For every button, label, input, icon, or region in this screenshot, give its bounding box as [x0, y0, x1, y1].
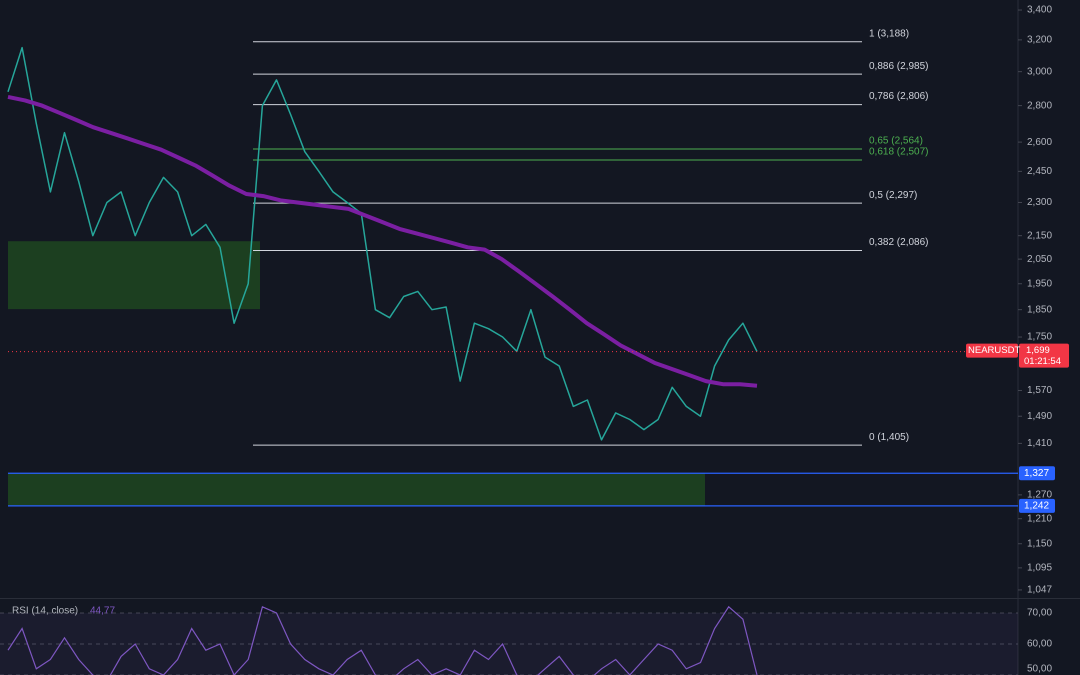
price-tag — [1019, 466, 1055, 481]
y-tick-label: 2,300 — [1027, 197, 1052, 208]
fib-label: 0,886 (2,985) — [869, 61, 929, 72]
rsi-band — [0, 613, 1018, 675]
countdown: 01:21:54 — [1024, 356, 1061, 367]
fib-label: 0,618 (2,507) — [869, 147, 929, 158]
y-tick-label: 1,850 — [1027, 304, 1052, 315]
price-line — [7, 46, 758, 441]
last-price-tag — [1019, 343, 1069, 368]
fib-label: 0,5 (2,297) — [869, 190, 917, 201]
fib-label: 0 (1,405) — [869, 432, 909, 443]
y-tick-label: 1,047 — [1027, 585, 1052, 596]
fib-label: 0,382 (2,086) — [869, 237, 929, 248]
demand-zone — [8, 241, 260, 310]
y-tick-label: 1,270 — [1027, 490, 1052, 501]
fib-label: 0,786 (2,806) — [869, 91, 929, 102]
price-tag — [1019, 498, 1055, 513]
y-tick-label: 2,800 — [1027, 100, 1052, 111]
y-tick-label: 1,150 — [1027, 538, 1052, 549]
y-tick-label: 1,095 — [1027, 563, 1052, 574]
fib-label: 1 (3,188) — [869, 28, 909, 39]
last-price-label: 1,699 — [1026, 345, 1050, 356]
rsi-title: RSI (14, close) — [12, 606, 78, 617]
y-tick-label: 1,570 — [1027, 385, 1052, 396]
rsi-line — [7, 605, 758, 675]
rsi-tick-label: 50,00 — [1027, 664, 1052, 675]
rsi-pane — [0, 605, 1018, 675]
symbol-label: NEARUSDT — [968, 345, 1020, 356]
y-tick-label: 3,200 — [1027, 35, 1052, 46]
y-tick-label: 2,050 — [1027, 254, 1052, 265]
y-tick-label: 1,490 — [1027, 411, 1052, 422]
demand-zone — [8, 473, 705, 506]
y-tick-label: 2,600 — [1027, 137, 1052, 148]
main-pane: 1 (3,188) 0,886 (2,985) 0,786 (2,806) 0,65 … — [7, 28, 1018, 507]
price-tag-label: 1,327 — [1024, 468, 1049, 479]
rsi-value: 44,77 — [90, 606, 115, 617]
fib-label: 0,65 (2,564) — [869, 136, 923, 147]
price-axis: 3,400 3,200 3,000 2,800 2,600 2,450 2,300 2,150… — [966, 5, 1069, 675]
y-tick-label: 1,410 — [1027, 438, 1052, 449]
y-tick-label: 1,210 — [1027, 513, 1052, 524]
y-tick-label: 1,950 — [1027, 278, 1052, 289]
y-tick-label: 2,150 — [1027, 230, 1052, 241]
rsi-tick-label: 60,00 — [1027, 639, 1052, 650]
price-tag-label: 1,242 — [1024, 500, 1049, 511]
y-tick-label: 1,750 — [1027, 332, 1052, 343]
y-tick-label: 3,000 — [1027, 66, 1052, 77]
rsi-tick-label: 70,00 — [1027, 608, 1052, 619]
symbol-tag — [966, 343, 1018, 358]
y-tick-label: 3,400 — [1027, 5, 1052, 16]
y-tick-label: 2,450 — [1027, 166, 1052, 177]
